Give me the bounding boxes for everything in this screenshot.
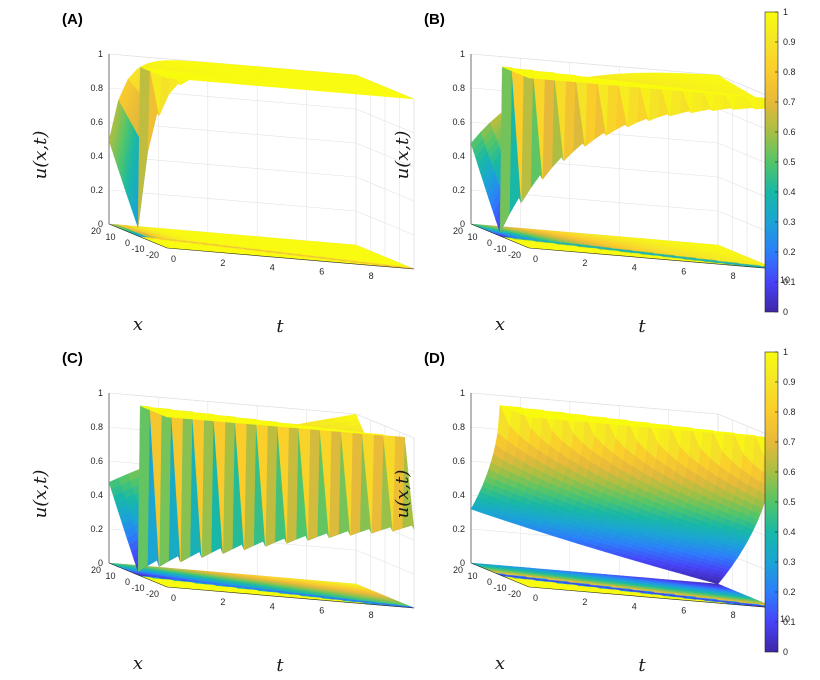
surface-panel-b: 0 0.2 0.4 0.6 0.8 1 20 10 0 -10 -20 0 2 … [392,11,790,337]
x-tick-label: 20 [453,226,463,236]
x-tick-label: 0 [487,238,492,248]
axes-walls [108,53,415,270]
x-tick-label: 20 [91,226,101,236]
x-tick-label: -20 [146,589,159,599]
surface-patch [137,405,150,572]
t-axis-label: t [638,316,646,337]
z-tick-label: 0.4 [90,151,103,161]
x-tick-label: -10 [131,583,144,593]
x-tick-label: -10 [493,244,506,254]
x-tick-label: 10 [105,232,115,242]
z-tick-label: 0.6 [452,117,465,127]
panel-label: (A) [62,11,83,28]
grid-line [470,53,719,76]
x-tick-label: 0 [125,238,130,248]
t-tick-label: 0 [533,254,538,264]
surface-mesh [470,66,777,270]
axis-ticks: 0 0.2 0.4 0.6 0.8 1 20 10 0 -10 -20 0 2 … [90,49,373,281]
x-tick-label: 20 [91,565,101,575]
z-tick-label: 0.2 [452,185,465,195]
t-tick-label: 6 [319,606,324,616]
surface-panel-d: 0 0.2 0.4 0.6 0.8 1 20 10 0 -10 -20 0 2 … [392,350,790,676]
z-axis-label: u(x,t) [30,470,51,519]
z-tick-label: 1 [460,49,465,59]
x-axis-label: x [133,314,143,335]
t-tick-label: 2 [582,258,587,268]
x-axis-line [108,223,168,249]
x-tick-label: -10 [131,244,144,254]
z-tick-label: 0.8 [90,83,103,93]
t-axis-line [166,247,415,270]
z-tick-label: 0.8 [90,422,103,432]
z-axis-label: u(x,t) [392,131,413,180]
z-tick-label: 1 [98,49,103,59]
x-tick-label: 10 [467,232,477,242]
t-tick-label: 6 [319,267,324,277]
panel-label: (B) [424,11,445,28]
z-tick-label: 0.4 [90,490,103,500]
t-tick-label: 4 [632,262,637,272]
z-tick-label: 0.4 [452,151,465,161]
panel-label: (C) [62,350,83,367]
grid-line [108,155,357,178]
surface-patch [164,76,177,80]
z-tick-label: 0.2 [90,524,103,534]
grid-line [108,189,357,212]
x-tick-label: 10 [105,571,115,581]
z-tick-label: 0.2 [90,185,103,195]
z-tick-label: 0 [98,219,103,229]
z-tick-label: 0.6 [90,456,103,466]
x-axis-label: x [133,653,143,674]
x-tick-label: -20 [146,250,159,260]
t-tick-label: 4 [270,601,275,611]
x-axis-label: x [495,314,505,335]
t-tick-label: 8 [731,271,736,281]
z-tick-label: 1 [98,388,103,398]
t-tick-label: 8 [369,610,374,620]
surface-mesh [108,60,415,270]
z-tick-label: 0.8 [452,83,465,93]
z-axis-label: u(x,t) [30,131,51,180]
t-tick-label: 2 [220,597,225,607]
t-tick-label: 0 [171,593,176,603]
x-tick-label: 0 [125,577,130,587]
t-tick-label: 8 [369,271,374,281]
t-tick-label: 0 [171,254,176,264]
t-tick-label: 4 [270,262,275,272]
z-tick-label: 0.6 [90,117,103,127]
surface-panel-a: 0 0.2 0.4 0.6 0.8 1 20 10 0 -10 -20 0 2 … [30,11,415,337]
surface-panel-c: 0 0.2 0.4 0.6 0.8 1 20 10 0 -10 -20 0 2 … [30,350,415,676]
t-tick-label: 6 [681,267,686,277]
x-tick-label: -20 [508,250,521,260]
t-tick-label: 2 [220,258,225,268]
t-axis-label: t [276,655,284,676]
t-axis-label: t [276,316,284,337]
